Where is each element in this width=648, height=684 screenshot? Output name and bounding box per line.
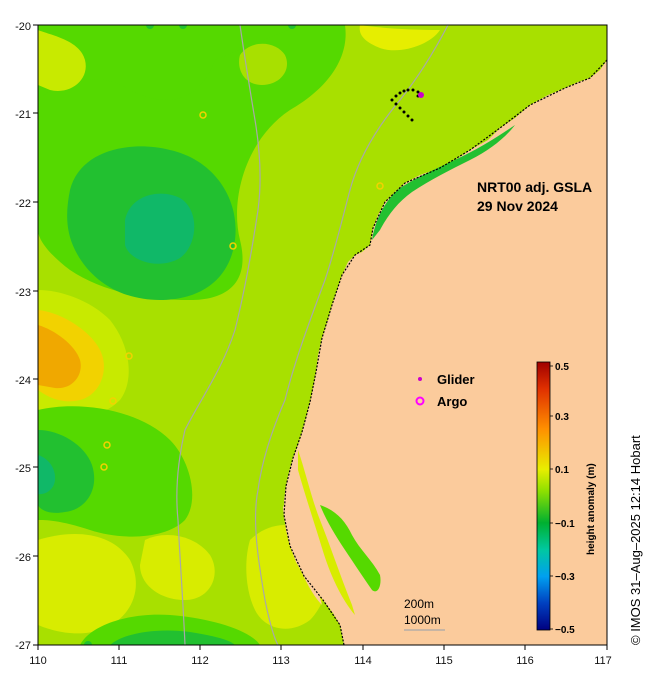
credit-text: © IMOS 31–Aug–2025 12:14 Hobart	[628, 435, 643, 645]
x-tick-label: 114	[354, 655, 372, 667]
argo-floats	[100, 111, 384, 471]
glider-position	[418, 92, 424, 98]
legend-glider-label: Glider	[437, 372, 475, 387]
glider-legend-icon	[418, 377, 422, 381]
contour-key: 200m 1000m	[404, 597, 445, 631]
y-tick-label: -23	[15, 287, 31, 299]
y-tick-label: -22	[15, 198, 31, 210]
colorbar-tick: −0.3	[555, 572, 575, 583]
coastline	[283, 59, 607, 645]
contour-200m	[254, 25, 449, 645]
y-tick-label: -26	[15, 552, 31, 564]
y-axis-ticks	[33, 24, 38, 646]
land-mass	[284, 60, 607, 645]
contour-1000m	[176, 25, 261, 645]
contour-1000m-label: 1000m	[404, 613, 441, 627]
colorbar-ticks: 0.5 0.3 0.1 −0.1 −0.3 −0.5	[555, 362, 575, 636]
map-date: 29 Nov 2024	[477, 198, 558, 214]
coastal-band	[372, 125, 515, 240]
colorbar-tick: 0.5	[555, 362, 569, 373]
x-tick-label: 117	[594, 655, 612, 667]
y-tick-label: -21	[15, 109, 31, 121]
contour-200m-label: 200m	[404, 597, 434, 611]
map-plot-area	[38, 25, 607, 645]
y-tick-label: -25	[15, 463, 31, 475]
x-tick-label: 110	[29, 655, 47, 667]
x-tick-label: 115	[435, 655, 453, 667]
legend-argo-label: Argo	[437, 394, 467, 409]
glider-track	[390, 88, 420, 122]
x-tick-label: 112	[191, 655, 209, 667]
x-tick-label: 111	[111, 655, 128, 667]
y-tick-label: -24	[15, 375, 31, 387]
x-tick-label: 116	[516, 655, 534, 667]
colorbar-tick: 0.1	[555, 465, 569, 476]
shark-bay-inner	[320, 505, 381, 592]
sla-contours	[38, 25, 440, 645]
x-axis-labels: 110 111 112 113 114 115 116 117	[29, 655, 612, 667]
x-tick-label: 113	[272, 655, 290, 667]
edge-markers	[84, 25, 296, 645]
colorbar-tick: −0.5	[555, 625, 575, 636]
y-axis-labels: -20 -21 -22 -23 -24 -25 -26 -27	[15, 21, 31, 652]
colorbar: 0.5 0.3 0.1 −0.1 −0.3 −0.5 height anomal…	[536, 361, 597, 636]
colorbar-label: height anomaly (m)	[586, 463, 597, 555]
colorbar-tick: 0.3	[555, 412, 569, 423]
x-axis-ticks	[37, 645, 608, 650]
legend: Glider Argo	[415, 372, 475, 409]
colorbar-gradient	[536, 361, 551, 631]
shark-bay-water	[298, 450, 355, 615]
y-tick-label: -27	[15, 640, 31, 652]
argo-legend-icon	[415, 396, 425, 406]
plot-frame	[37, 24, 608, 646]
map-title: NRT00 adj. GSLA	[477, 179, 592, 195]
colorbar-tick: −0.1	[555, 519, 575, 530]
y-tick-label: -20	[15, 21, 31, 33]
